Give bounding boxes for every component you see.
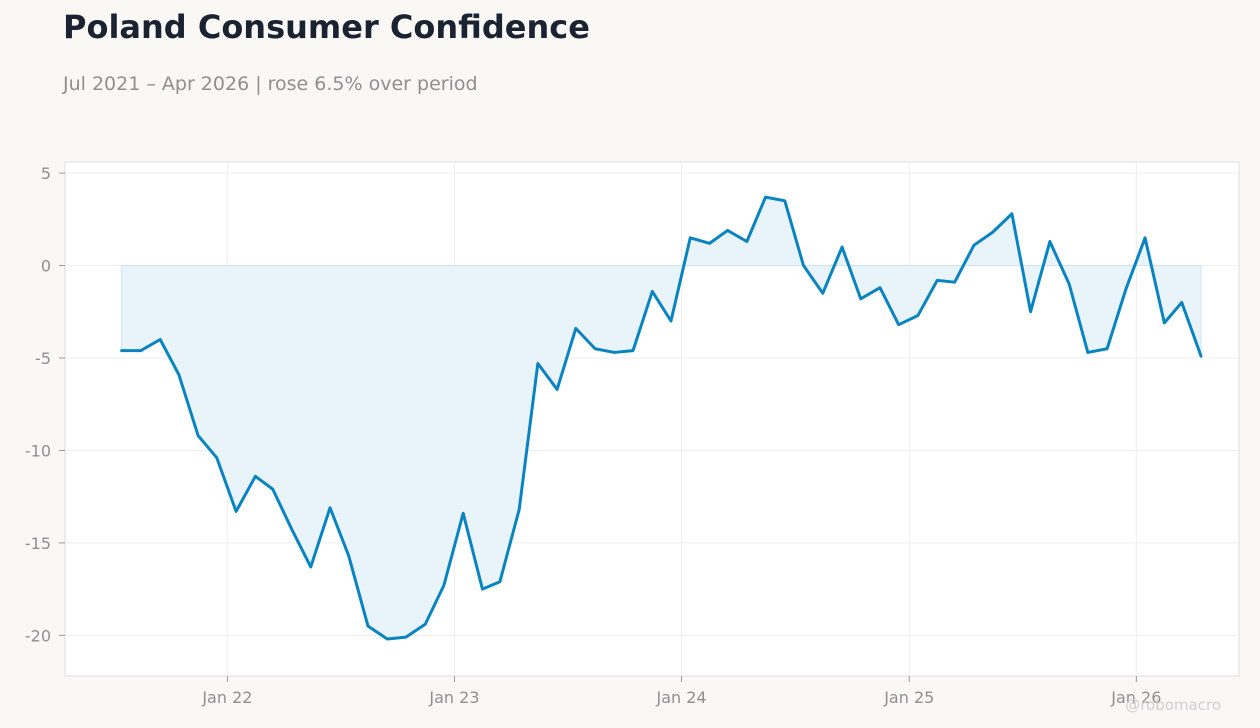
x-tick-label: Jan 26: [1110, 688, 1161, 707]
y-tick-label: 5: [41, 164, 51, 183]
x-tick-label: Jan 22: [201, 688, 252, 707]
watermark: @robomacro: [1125, 696, 1221, 714]
x-tick-label: Jan 24: [655, 688, 706, 707]
y-tick-label: -5: [35, 349, 51, 368]
x-tick-label: Jan 25: [883, 688, 934, 707]
y-tick-label: -20: [25, 626, 51, 645]
series-line: [120, 195, 1203, 641]
y-tick-label: -15: [25, 534, 51, 553]
chart-title: Poland Consumer Confidence: [63, 8, 590, 46]
y-tick-label: 0: [41, 257, 51, 276]
x-tick-label: Jan 23: [428, 688, 479, 707]
chart-subtitle: Jul 2021 – Apr 2026 | rose 6.5% over per…: [63, 73, 478, 95]
y-tick-label: -10: [25, 441, 51, 460]
